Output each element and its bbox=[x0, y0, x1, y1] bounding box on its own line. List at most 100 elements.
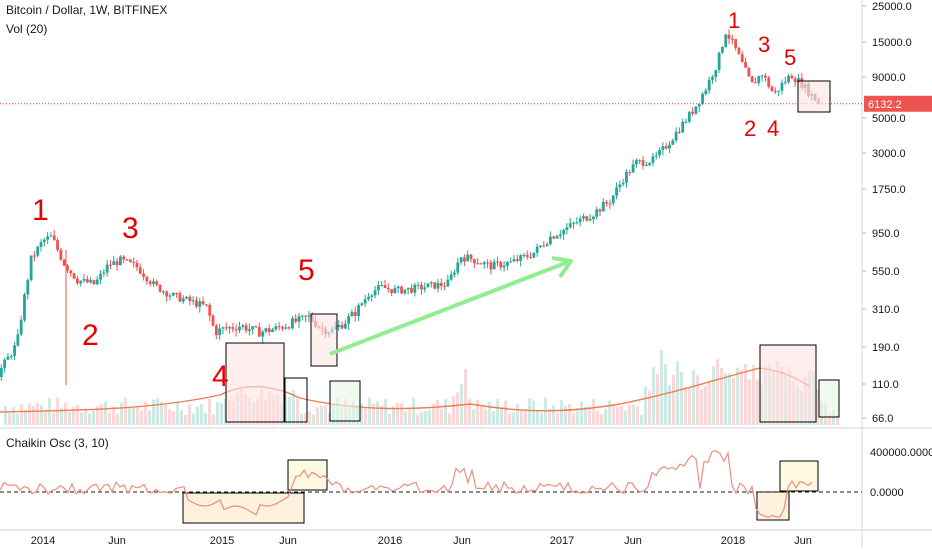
candle-body bbox=[687, 111, 691, 122]
volume-bar bbox=[152, 399, 155, 425]
candle-body bbox=[482, 262, 486, 265]
volume-bar bbox=[552, 404, 555, 425]
candle-body bbox=[347, 316, 351, 324]
volume-bar bbox=[444, 398, 447, 425]
candle-body bbox=[373, 290, 377, 296]
candle-body bbox=[59, 249, 63, 260]
candle-body bbox=[466, 254, 470, 262]
volume-bar bbox=[312, 414, 315, 425]
candle-body bbox=[529, 256, 532, 258]
volume-bar bbox=[52, 412, 55, 425]
volume-bar bbox=[736, 367, 739, 425]
candle-body bbox=[416, 284, 420, 286]
time-tick-label: 2015 bbox=[210, 535, 234, 547]
candle-body bbox=[760, 75, 764, 77]
candle-body bbox=[644, 164, 648, 166]
volume-bar bbox=[376, 401, 379, 425]
price-tick-label: 550.0 bbox=[872, 266, 900, 278]
volume-bar bbox=[448, 413, 451, 425]
candle-body bbox=[360, 303, 364, 306]
wave-label: 1 bbox=[32, 194, 49, 227]
candle-body bbox=[251, 326, 255, 330]
candle-body bbox=[664, 146, 668, 149]
candle-body bbox=[383, 284, 387, 288]
candle-body bbox=[737, 47, 741, 55]
wave-label: 4 bbox=[767, 116, 779, 141]
volume-bar bbox=[316, 407, 319, 425]
price-tick-label: 110.0 bbox=[872, 379, 899, 391]
volume-bar bbox=[288, 396, 291, 425]
candle-body bbox=[148, 281, 152, 284]
candle-body bbox=[797, 78, 800, 83]
volume-bar bbox=[28, 403, 31, 425]
volume-bar bbox=[100, 404, 103, 425]
volume-bar bbox=[92, 410, 95, 425]
volume-bar bbox=[632, 404, 635, 425]
candle-body bbox=[49, 235, 53, 237]
candle-body bbox=[162, 291, 165, 293]
candle-body bbox=[214, 325, 218, 336]
candle-body bbox=[76, 278, 79, 284]
candle-body bbox=[304, 315, 308, 317]
highlight-box bbox=[310, 313, 338, 367]
volume-bar bbox=[560, 400, 563, 425]
candle-body bbox=[257, 327, 261, 337]
candle-body bbox=[340, 324, 344, 329]
candle-body bbox=[413, 284, 417, 293]
volume-bar bbox=[464, 369, 467, 425]
candle-body bbox=[618, 184, 622, 188]
candle-body bbox=[370, 295, 374, 297]
volume-bar bbox=[400, 402, 403, 425]
volume-bar bbox=[204, 412, 207, 425]
candle-body bbox=[522, 254, 526, 256]
candle-body bbox=[615, 187, 618, 196]
candle-body bbox=[658, 150, 661, 156]
candle-body bbox=[221, 327, 225, 329]
candle-body bbox=[793, 78, 797, 83]
candle-body bbox=[234, 329, 238, 331]
candle-body bbox=[350, 311, 354, 317]
candle-body bbox=[717, 52, 721, 70]
price-tick-label: 1750.0 bbox=[872, 184, 906, 196]
volume-bar bbox=[748, 379, 751, 425]
candle-body bbox=[429, 282, 433, 284]
candle-body bbox=[19, 319, 23, 335]
candle-body bbox=[343, 323, 347, 329]
current-price-label: 6132.2 bbox=[868, 99, 902, 111]
candle-body bbox=[135, 262, 139, 268]
candle-body bbox=[46, 236, 50, 240]
wave-label: 4 bbox=[212, 360, 229, 393]
time-tick-label: 2017 bbox=[550, 535, 574, 547]
candle-body bbox=[231, 327, 235, 330]
price-tick-label: 190.0 bbox=[872, 342, 900, 354]
candle-body bbox=[486, 262, 489, 264]
candle-body bbox=[271, 329, 274, 332]
candle-body bbox=[641, 160, 645, 166]
candle-body bbox=[532, 252, 536, 258]
volume-bar bbox=[320, 405, 323, 425]
candle-body bbox=[555, 236, 559, 239]
volume-bar bbox=[132, 407, 135, 425]
candle-body bbox=[201, 301, 205, 305]
candle-body bbox=[439, 282, 443, 287]
volume-label: Vol (20) bbox=[6, 22, 48, 36]
volume-bar bbox=[60, 407, 63, 425]
candle-body bbox=[456, 262, 460, 273]
candle-body bbox=[264, 328, 268, 332]
trend-arrow bbox=[329, 260, 569, 356]
oscillator-label: Chaikin Osc (3, 10) bbox=[6, 436, 109, 450]
volume-bar bbox=[556, 412, 559, 425]
candle-body bbox=[727, 34, 731, 39]
wave-label: 5 bbox=[784, 45, 796, 70]
volume-bar bbox=[148, 410, 151, 425]
highlight-box bbox=[818, 379, 840, 418]
volume-bar bbox=[528, 398, 531, 425]
volume-bar bbox=[364, 407, 367, 425]
price-tick-label: 15000.0 bbox=[872, 37, 912, 49]
volume-bar bbox=[668, 385, 671, 425]
candle-body bbox=[287, 327, 291, 329]
candle-body bbox=[678, 131, 681, 133]
candle-body bbox=[363, 299, 367, 304]
price-tick-label: 950.0 bbox=[872, 228, 900, 240]
volume-bar bbox=[396, 403, 399, 425]
